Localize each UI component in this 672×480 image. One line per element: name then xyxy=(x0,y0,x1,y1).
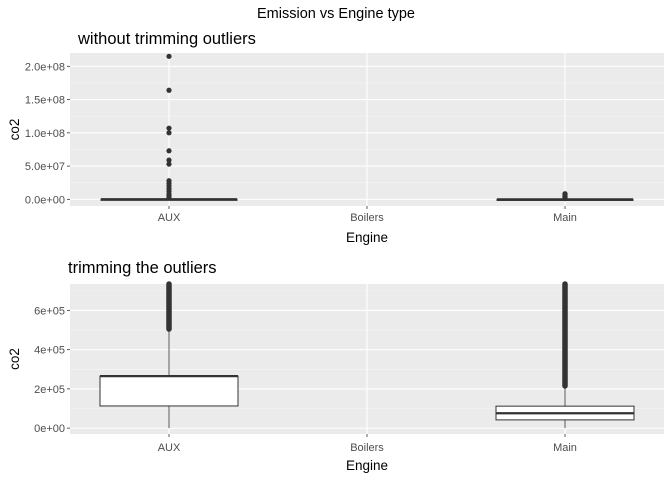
box-iqr xyxy=(99,375,239,407)
x-axis-title: Engine xyxy=(346,230,388,245)
outlier-point xyxy=(166,125,172,131)
outlier-point xyxy=(166,161,172,167)
x-tick-label: AUX xyxy=(158,442,181,454)
x-tick-label: AUX xyxy=(158,212,181,224)
x-tick-label: Main xyxy=(553,442,577,454)
x-axis-title: Engine xyxy=(346,458,388,473)
y-axis-title: co2 xyxy=(7,119,22,141)
outlier-point xyxy=(166,157,172,163)
x-tick-label: Main xyxy=(553,212,577,224)
y-tick-label: 2e+05 xyxy=(34,384,65,396)
x-tick-label: Boilers xyxy=(350,212,384,224)
y-tick-label: 6e+05 xyxy=(34,305,65,317)
y-tick-label: 1.5e+08 xyxy=(25,95,65,107)
y-tick-label: 5.0e+07 xyxy=(25,161,65,173)
y-tick-label: 1.0e+08 xyxy=(25,128,65,140)
y-tick-label: 0.0e+00 xyxy=(25,194,65,206)
y-tick-label: 2.0e+08 xyxy=(25,61,65,73)
figure-title: Emission vs Engine type xyxy=(257,6,415,22)
panel-title: without trimming outliers xyxy=(77,30,256,48)
outlier-point xyxy=(166,148,172,154)
outlier-point xyxy=(166,87,172,93)
x-tick-label: Boilers xyxy=(350,442,384,454)
panel-title: trimming the outliers xyxy=(68,259,217,277)
y-tick-label: 4e+05 xyxy=(34,345,65,357)
top-boxplot-panel: 0.0e+00 5.0e+07 1.0e+08 1.5e+08 2.0e+08 AUX Bo… xyxy=(7,30,664,245)
outlier-point xyxy=(166,130,172,136)
y-axis-title: co2 xyxy=(7,348,22,370)
y-tick-label: 0e+00 xyxy=(34,423,65,435)
bottom-boxplot-panel: 0e+00 2e+05 4e+05 6e+05 AUX Boilers Main trimmi… xyxy=(7,259,664,473)
outlier-point xyxy=(166,53,172,59)
